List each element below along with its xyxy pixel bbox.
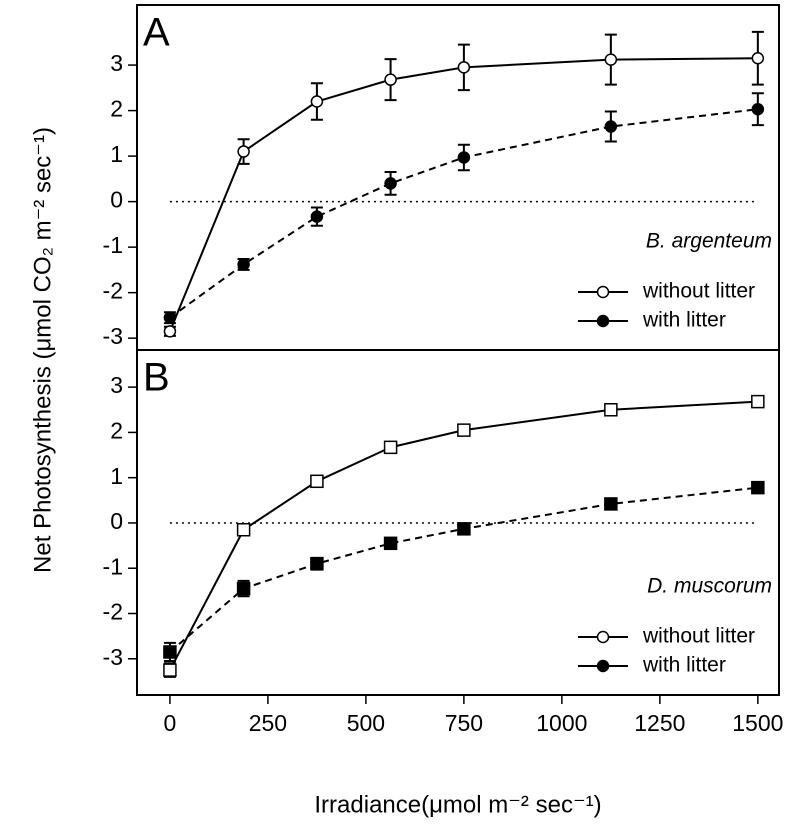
y-tick-label: -3 <box>103 644 123 670</box>
species-label: D. muscorum <box>647 575 772 598</box>
y-tick-label: 1 <box>110 463 123 489</box>
marker <box>163 645 177 659</box>
y-tick-label: -3 <box>103 323 123 349</box>
legend-marker <box>596 630 610 644</box>
marker <box>751 394 765 409</box>
x-tick-label: 0 <box>164 710 177 736</box>
legend-marker <box>596 285 610 299</box>
marker <box>237 258 250 271</box>
marker <box>310 474 324 489</box>
x-tick-label: 1250 <box>634 710 685 736</box>
marker <box>384 177 397 190</box>
marker <box>163 325 177 338</box>
marker <box>604 497 618 511</box>
x-tick-label: 500 <box>347 710 385 736</box>
panel-label: B <box>143 356 170 400</box>
marker <box>237 145 250 158</box>
legend-marker <box>596 314 610 328</box>
y-tick-label: 0 <box>110 187 123 213</box>
x-tick-label: 750 <box>445 710 483 736</box>
marker <box>384 73 397 86</box>
y-tick-label: 1 <box>110 141 123 167</box>
y-tick-label: -1 <box>103 553 123 579</box>
marker <box>751 52 765 65</box>
x-tick-label: 250 <box>249 710 287 736</box>
y-tick-label: 3 <box>110 372 123 398</box>
x-axis-label: Irradiance(μmol m⁻² sec⁻¹) <box>314 791 601 818</box>
y-tick-label: 0 <box>110 508 123 534</box>
y-tick-label: -1 <box>103 232 123 258</box>
legend-label: without litter <box>642 280 755 303</box>
marker <box>383 440 398 455</box>
marker <box>604 120 618 133</box>
marker <box>457 522 471 536</box>
marker <box>751 480 765 495</box>
marker <box>236 522 251 537</box>
y-tick-label: -2 <box>103 278 123 304</box>
marker <box>163 663 177 677</box>
marker <box>236 581 251 596</box>
marker <box>751 102 765 116</box>
x-tick-label: 1500 <box>732 710 783 736</box>
marker <box>310 95 324 108</box>
legend-marker <box>596 659 610 673</box>
marker <box>457 423 471 437</box>
legend-label: without litter <box>642 625 755 648</box>
legend-label: with litter <box>642 309 726 332</box>
marker <box>310 210 324 223</box>
marker <box>163 311 177 324</box>
y-axis-label: Net Photosynthesis (μmol CO₂ m⁻² sec⁻¹) <box>29 127 56 573</box>
panel-label: A <box>143 11 170 55</box>
x-tick-label: 1000 <box>536 710 587 736</box>
species-label: B. argenteum <box>646 230 772 253</box>
y-tick-label: 2 <box>110 96 123 122</box>
marker <box>604 403 618 417</box>
marker <box>310 556 324 571</box>
marker <box>457 61 471 74</box>
y-tick-label: 2 <box>110 417 123 443</box>
y-tick-label: -2 <box>103 599 123 625</box>
marker <box>383 536 398 551</box>
y-tick-label: 3 <box>110 50 123 76</box>
legend-label: with litter <box>642 654 726 677</box>
marker <box>457 151 471 164</box>
marker <box>604 53 618 66</box>
